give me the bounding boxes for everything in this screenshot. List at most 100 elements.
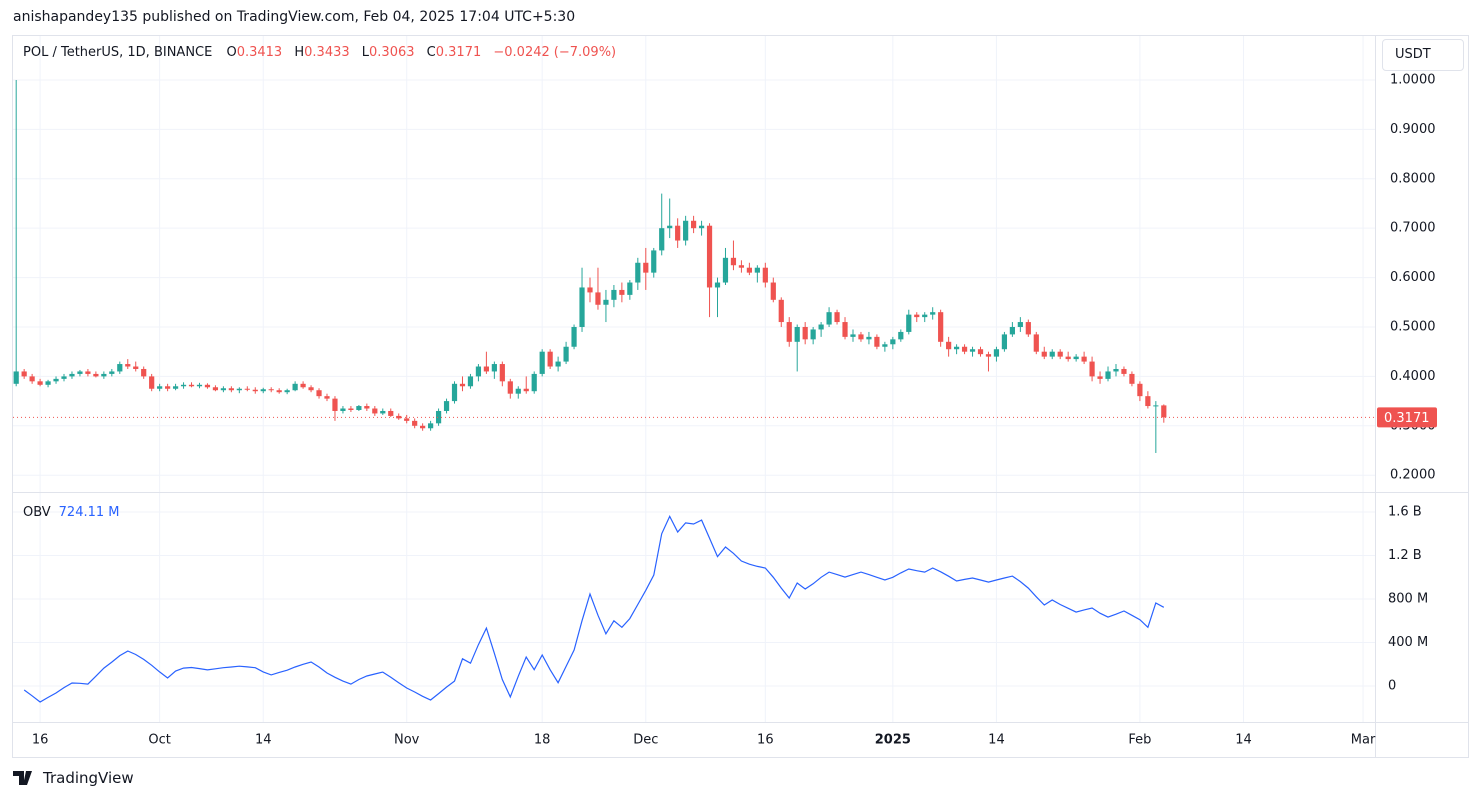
candle-body xyxy=(587,287,593,293)
candle-body xyxy=(109,371,115,374)
candle-body xyxy=(475,366,482,377)
candle-body xyxy=(507,381,513,394)
ohlc-key: O xyxy=(226,45,237,60)
candle-body xyxy=(1105,371,1111,379)
candle-body xyxy=(85,371,91,374)
candle-body xyxy=(101,373,107,377)
candle-body xyxy=(842,322,848,337)
candle-body xyxy=(754,267,760,273)
candle-body xyxy=(53,378,59,382)
brand-name: TradingView xyxy=(43,769,134,787)
indicator-legend: OBV 724.11 M xyxy=(23,505,120,520)
candle-body xyxy=(515,388,521,394)
ohlc-value: 0.3063 xyxy=(369,45,415,60)
candle-body xyxy=(730,257,737,266)
candle-body xyxy=(61,376,67,379)
x-tick-label: Oct xyxy=(148,733,170,748)
candle-body xyxy=(196,384,203,387)
candle-body xyxy=(643,262,649,273)
candle-body xyxy=(555,361,561,367)
candle-body xyxy=(595,292,601,305)
x-tick-label: Mar xyxy=(1351,733,1376,748)
candle-body xyxy=(794,326,800,342)
candle-body xyxy=(1081,356,1087,362)
candle-body xyxy=(284,390,290,393)
candle-body xyxy=(563,346,569,362)
candle-body xyxy=(141,368,147,377)
candle-body xyxy=(356,406,362,410)
candle-body xyxy=(443,401,450,411)
candle-body xyxy=(45,381,51,385)
y-tick-label: 0.9000 xyxy=(1390,122,1436,137)
last-price-badge xyxy=(1377,407,1437,428)
candle-body xyxy=(1033,334,1039,352)
candle-body xyxy=(1065,356,1071,360)
candle-body xyxy=(308,387,314,391)
brand: TradingView xyxy=(13,769,134,787)
candle-body xyxy=(1001,334,1008,350)
candle-body xyxy=(866,336,872,340)
candle-body xyxy=(324,396,330,399)
x-tick-label: 14 xyxy=(1235,733,1252,748)
candle-body xyxy=(1161,405,1167,418)
candle-body xyxy=(706,225,713,288)
candle-body xyxy=(786,322,792,342)
ohlc-key: C xyxy=(426,45,436,60)
x-tick-label: 16 xyxy=(32,733,49,748)
candle-body xyxy=(858,334,864,340)
candle-body xyxy=(244,388,250,390)
candle-body xyxy=(675,225,681,241)
y-tick-label: 0.6000 xyxy=(1390,270,1436,285)
candle-body xyxy=(228,388,234,391)
candle-body xyxy=(133,366,139,369)
currency-button[interactable]: USDT xyxy=(1382,39,1464,71)
candle-body xyxy=(483,366,489,372)
y-tick-label: 1.0000 xyxy=(1390,72,1436,87)
candle-body xyxy=(292,383,298,391)
published-note: anishapandey135 published on TradingView… xyxy=(13,9,576,25)
candle-body xyxy=(236,388,242,391)
candle-body xyxy=(149,376,155,389)
x-tick-label: 2025 xyxy=(875,733,911,748)
candle-body xyxy=(667,225,673,229)
candle-body xyxy=(1129,373,1135,384)
candle-body xyxy=(252,389,258,392)
y-tick-label: 1.6 B xyxy=(1388,505,1422,520)
candle-body xyxy=(93,373,99,377)
candle-body xyxy=(1089,361,1095,377)
candle-body xyxy=(332,398,338,411)
candle-body xyxy=(499,364,505,382)
candle-body xyxy=(172,386,179,389)
symbol-legend: POL / TetherUS, 1D, BINANCE O0.3413 H0.3… xyxy=(23,45,624,60)
candle-body xyxy=(212,387,219,391)
candle-body xyxy=(428,423,434,429)
candle-body xyxy=(850,334,856,337)
x-tick-label: 18 xyxy=(534,733,551,748)
candle-body xyxy=(1097,376,1103,379)
y-tick-label: 0.5000 xyxy=(1390,319,1436,334)
candle-body xyxy=(316,390,322,397)
candle-body xyxy=(993,349,1000,357)
candle-body xyxy=(268,389,274,391)
candle-body xyxy=(961,346,968,352)
candle-body xyxy=(539,351,545,374)
obv-line xyxy=(23,515,1165,703)
candle-body xyxy=(388,410,394,416)
candle-body xyxy=(683,220,689,241)
candle-body xyxy=(977,349,984,355)
candle-body xyxy=(13,371,19,384)
candle-body xyxy=(340,408,346,411)
candle-body xyxy=(523,388,529,392)
candle-body xyxy=(420,425,426,429)
candle-body xyxy=(467,376,474,387)
candle-body xyxy=(946,341,952,350)
candle-body xyxy=(276,390,282,393)
candle-body xyxy=(348,408,354,410)
candle-body xyxy=(603,299,609,305)
candle-body xyxy=(938,312,944,342)
candle-body xyxy=(37,381,43,385)
symbol-title: POL / TetherUS, 1D, BINANCE xyxy=(23,45,213,60)
candle-body xyxy=(1145,396,1151,407)
candle-body xyxy=(691,220,697,229)
